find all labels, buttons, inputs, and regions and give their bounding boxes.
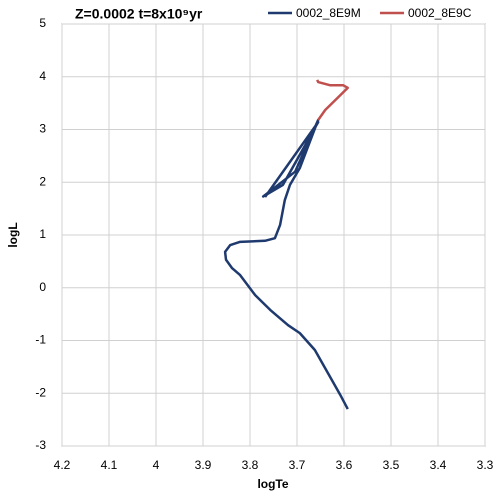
y-tick-label: 5: [39, 16, 46, 30]
x-axis-title: logTe: [257, 477, 288, 491]
x-tick-label: 3.5: [383, 458, 400, 472]
x-tick-label: 4.1: [101, 458, 118, 472]
x-tick-label: 4: [153, 458, 160, 472]
x-tick-label: 3.9: [195, 458, 212, 472]
y-tick-label: -3: [35, 438, 46, 452]
y-tick-label: 3: [39, 122, 46, 136]
y-tick-label: -1: [35, 333, 46, 347]
chart-title: Z=0.0002 t=8x10⁹yr: [75, 6, 203, 22]
y-tick-label: -2: [35, 385, 46, 399]
x-tick-label: 3.4: [430, 458, 447, 472]
y-tick-label: 2: [39, 174, 46, 188]
y-tick-label: 0: [39, 280, 46, 294]
legend-label: 0002_8E9C: [408, 6, 472, 20]
x-tick-label: 4.2: [54, 458, 71, 472]
y-tick-label: 4: [39, 69, 46, 83]
series-line: [223, 118, 349, 410]
legend-label: 0002_8E9M: [296, 6, 361, 20]
y-axis-title: logL: [6, 222, 20, 247]
x-tick-label: 3.8: [242, 458, 259, 472]
x-tick-label: 3.6: [336, 458, 353, 472]
x-tick-label: 3.7: [289, 458, 306, 472]
series-line: [316, 79, 350, 121]
x-tick-label: 3.3: [477, 458, 494, 472]
y-tick-label: 1: [39, 227, 46, 241]
